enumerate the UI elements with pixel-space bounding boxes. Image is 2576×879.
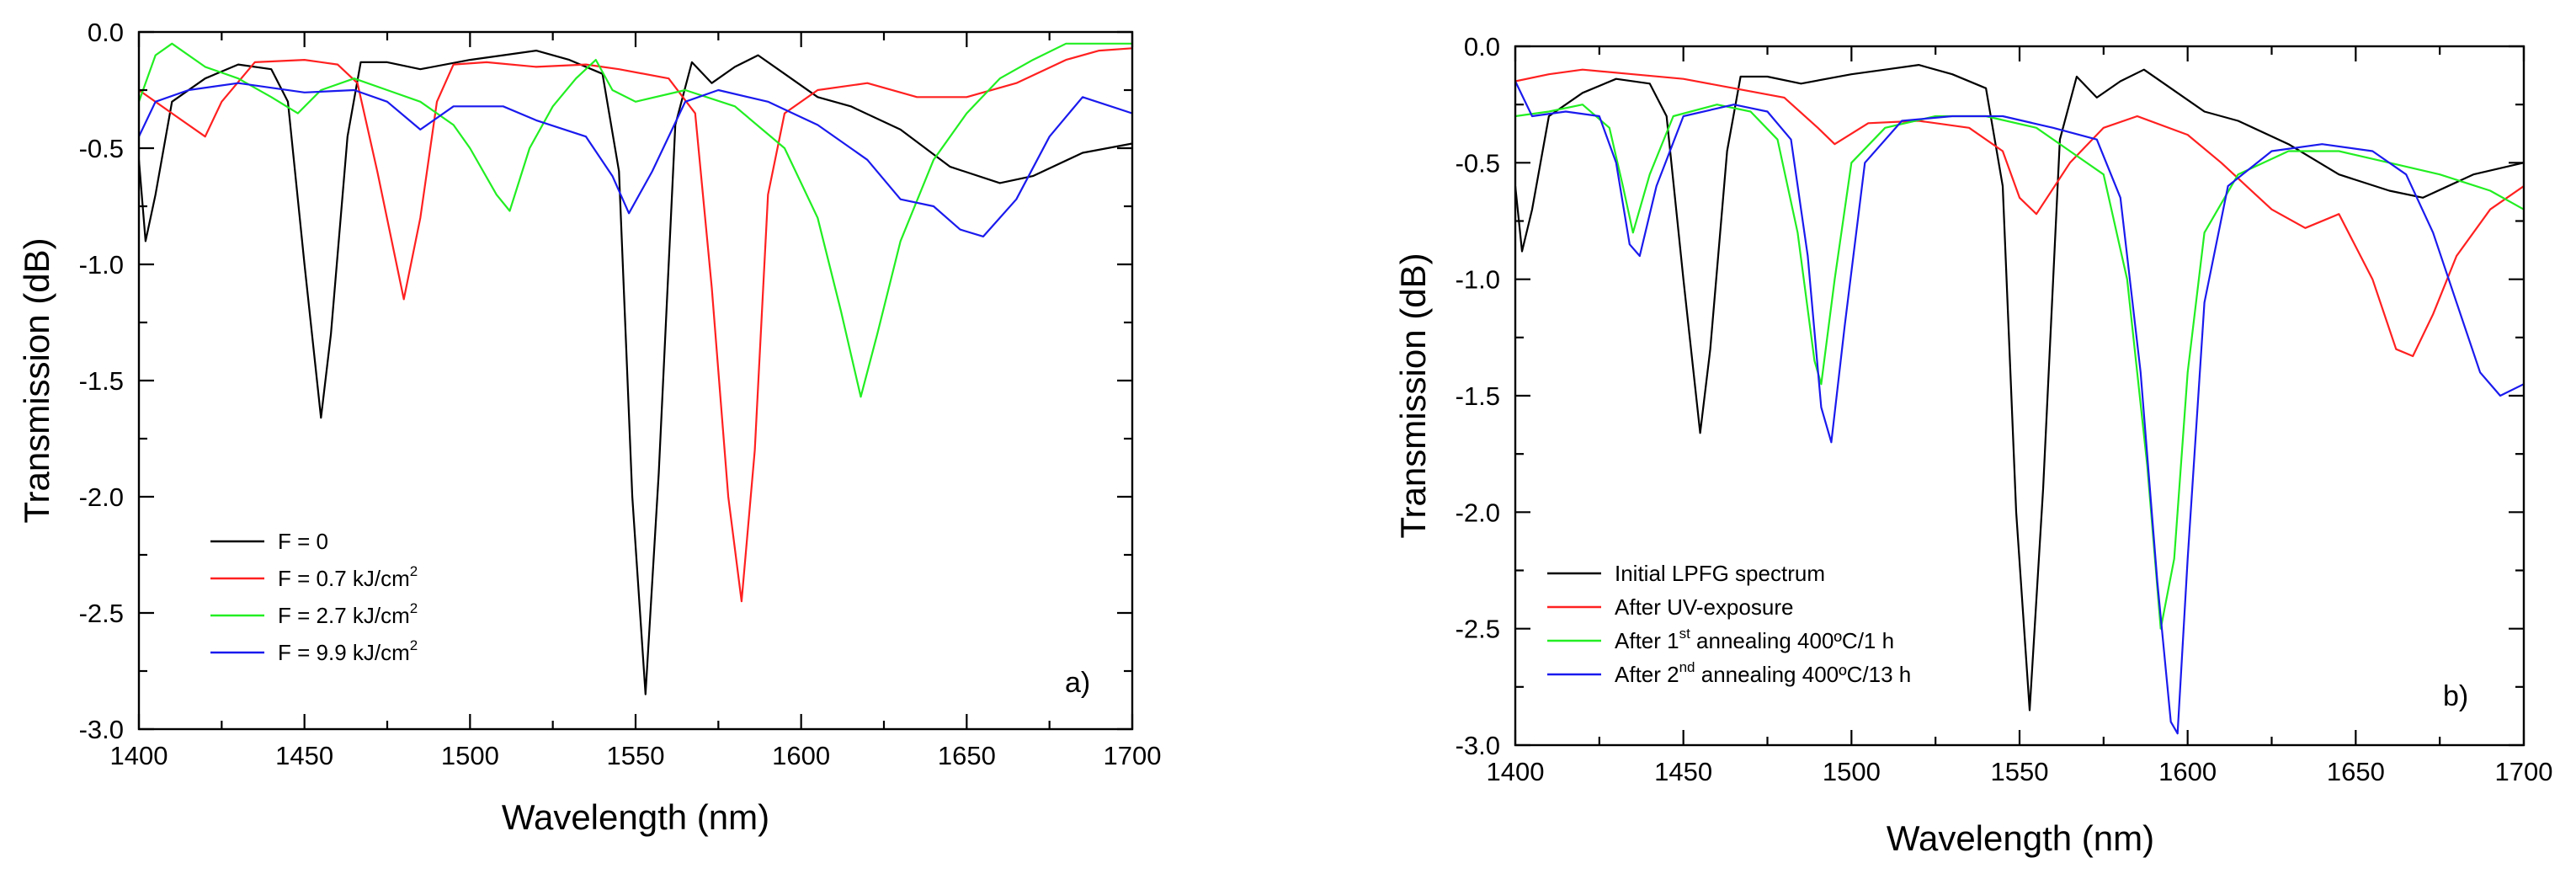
chart-a-series-1-line xyxy=(139,49,1132,695)
x-tick-label: 1400 xyxy=(1487,757,1545,786)
legend-label: F = 0 xyxy=(278,529,328,554)
chart-a-series-4-line xyxy=(139,82,1132,237)
x-tick-label: 1650 xyxy=(2327,757,2385,786)
x-tick-label: 1500 xyxy=(441,741,499,770)
chart-a-xlabel: Wavelength (nm) xyxy=(502,797,769,837)
legend-label: F = 9.9 kJ/cm2 xyxy=(278,637,418,665)
y-tick-label: -2.0 xyxy=(79,482,124,512)
y-tick-label: -1.0 xyxy=(1456,265,1500,295)
chart-b-legend: Initial LPFG spectrum After UV-exposure Af… xyxy=(1547,561,1911,687)
chart-a-x-tick-labels: 1400 1450 1500 1550 1600 1650 1700 xyxy=(110,741,1162,770)
y-tick-label: 0.0 xyxy=(1464,32,1500,61)
chart-b-xlabel: Wavelength (nm) xyxy=(1887,818,2154,858)
x-tick-label: 1600 xyxy=(2158,757,2217,786)
chart-a-series-3-line xyxy=(139,42,1132,398)
chart-b-series-2-line xyxy=(1515,68,2524,358)
chart-b-ticks xyxy=(1514,45,2525,747)
y-tick-label: -2.5 xyxy=(79,599,124,628)
x-tick-label: 1650 xyxy=(938,741,996,770)
x-tick-label: 1400 xyxy=(110,741,168,770)
y-tick-label: -3.0 xyxy=(1456,731,1500,760)
chart-b-series-1-line xyxy=(1515,63,2524,711)
chart-b-ylabel: Transmission (dB) xyxy=(1393,253,1433,538)
chart-b-series-group xyxy=(1515,63,2524,735)
legend-label: Initial LPFG spectrum xyxy=(1615,561,1825,586)
x-tick-label: 1550 xyxy=(607,741,665,770)
y-tick-label: -2.0 xyxy=(1456,498,1500,527)
legend-label: F = 0.7 kJ/cm2 xyxy=(278,563,418,591)
x-tick-label: 1450 xyxy=(275,741,333,770)
x-tick-label: 1700 xyxy=(2495,757,2553,786)
chart-a: 1400 1450 1500 1550 1600 1650 1700 0.0 -0.5 -1.0… xyxy=(17,18,1161,837)
legend-label: F = 2.7 kJ/cm2 xyxy=(278,600,418,628)
chart-a-ylabel: Transmission (dB) xyxy=(17,237,56,523)
y-tick-label: -1.5 xyxy=(79,366,124,396)
x-tick-label: 1500 xyxy=(1823,757,1881,786)
x-tick-label: 1550 xyxy=(1991,757,2049,786)
x-tick-label: 1450 xyxy=(1654,757,1712,786)
chart-a-ticks xyxy=(137,30,1134,731)
y-tick-label: -2.5 xyxy=(1456,615,1500,644)
y-tick-label: -3.0 xyxy=(79,715,124,744)
chart-b-y-tick-labels: 0.0 -0.5 -1.0 -1.5 -2.0 -2.5 -3.0 xyxy=(1456,32,1500,760)
chart-b-series-4-line xyxy=(1515,81,2524,735)
y-tick-label: -0.5 xyxy=(1456,148,1500,178)
y-tick-label: -1.0 xyxy=(79,250,124,280)
chart-a-legend: F = 0 F = 0.7 kJ/cm2 F = 2.7 kJ/cm2 F = 9.9… xyxy=(210,529,418,665)
legend-label: After 1st annealing 400ºC/1 h xyxy=(1615,626,1894,653)
chart-b: 1400 1450 1500 1550 1600 1650 1700 0.0 -0.5 -1.0… xyxy=(1393,32,2552,858)
legend-label: After 2nd annealing 400ºC/13 h xyxy=(1615,659,1911,687)
chart-a-y-tick-labels: 0.0 -0.5 -1.0 -1.5 -2.0 -2.5 -3.0 xyxy=(79,18,124,744)
y-tick-label: 0.0 xyxy=(88,18,124,47)
chart-b-series-3-line xyxy=(1515,104,2524,630)
chart-b-panel-label: b) xyxy=(2443,680,2468,712)
chart-a-series-group xyxy=(139,42,1132,695)
chart-b-x-tick-labels: 1400 1450 1500 1550 1600 1650 1700 xyxy=(1487,757,2553,786)
chart-a-panel-label: a) xyxy=(1065,667,1090,699)
chart-a-series-2-line xyxy=(139,47,1132,603)
x-tick-label: 1600 xyxy=(772,741,830,770)
y-tick-label: -1.5 xyxy=(1456,381,1500,411)
y-tick-label: -0.5 xyxy=(79,134,124,163)
x-tick-label: 1700 xyxy=(1104,741,1162,770)
legend-label: After UV-exposure xyxy=(1615,594,1793,620)
